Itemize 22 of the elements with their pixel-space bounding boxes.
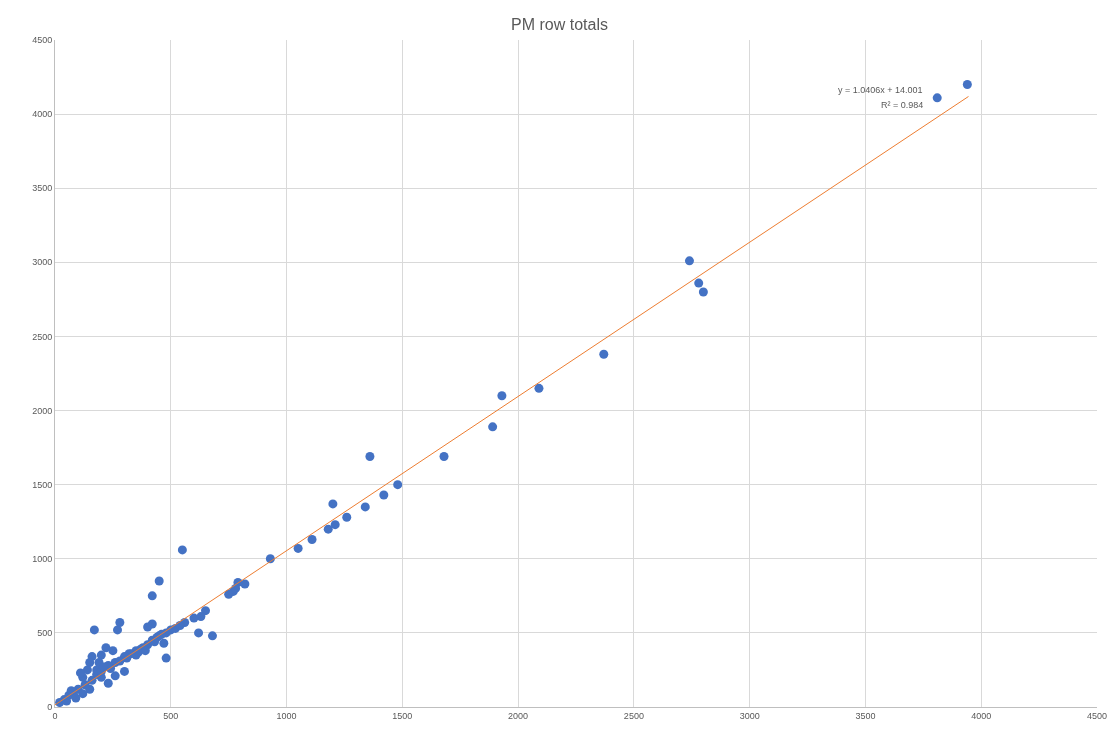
annotation: y = 1.0406x + 14.001 (838, 85, 923, 95)
y-tick-label: 1500 (32, 479, 53, 490)
x-tick-label: 3000 (739, 710, 760, 721)
chart-title: PM row totals (511, 15, 608, 33)
y-tick-label: 1000 (32, 553, 53, 564)
x-tick-label: 1500 (392, 710, 413, 721)
x-tick-label: 2000 (508, 710, 529, 721)
y-tick-label: 4500 (32, 35, 53, 46)
x-tick-label: 3500 (855, 710, 876, 721)
y-tick-label: 3000 (32, 257, 53, 268)
x-tick-label: 4500 (1086, 710, 1108, 721)
y-tick-label: 4000 (32, 109, 53, 120)
x-tick-label: 4000 (971, 710, 992, 721)
y-tick-label: 500 (37, 628, 53, 639)
y-tick-label: 0 (47, 702, 53, 713)
y-tick-label: 2000 (32, 405, 53, 416)
y-tick-label: 2500 (32, 331, 53, 342)
y-tick-label: 3500 (32, 183, 53, 194)
x-tick-label: 1000 (276, 710, 297, 721)
x-tick-label: 500 (163, 710, 179, 721)
x-tick-label: 2500 (623, 710, 644, 721)
annotation: R² = 0.984 (881, 100, 924, 110)
